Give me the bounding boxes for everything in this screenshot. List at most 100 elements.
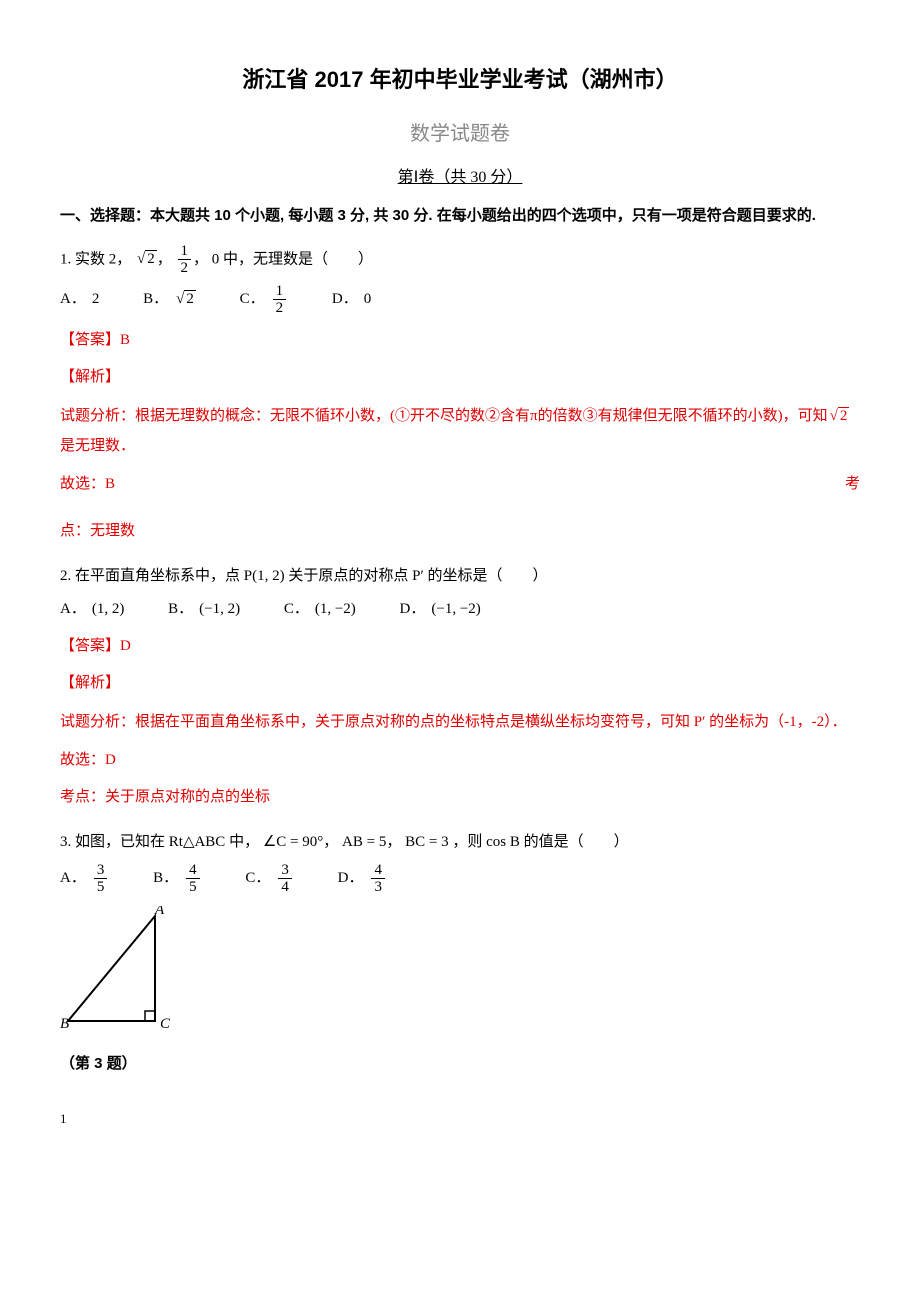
q3-figure: A B C （第 3 题） <box>60 906 860 1077</box>
q1-option-d: D．0 <box>332 286 371 313</box>
q3-options: A．35 B．45 C．34 D．43 <box>60 862 860 896</box>
q2-optB-val: (−1, 2) <box>199 601 240 617</box>
q1-sqrt: 2 <box>135 246 157 273</box>
q1-optB-sqrt: 2 <box>174 286 196 313</box>
vertex-c-label: C <box>160 1016 170 1032</box>
q1-sqrt-val: 2 <box>145 250 157 267</box>
q1-analysis-suffix: 是无理数． <box>60 438 135 454</box>
q3-stem-prefix: 如图，已知在 <box>75 834 165 850</box>
q2-optA-label: A． <box>60 601 86 617</box>
exam-subtitle: 数学试题卷 <box>60 116 860 152</box>
q3-option-d: D． 43 <box>338 862 387 896</box>
q1-frac-num: 1 <box>178 243 192 261</box>
q3-optC-frac: 34 <box>278 862 292 896</box>
q1-number: 1. <box>60 251 71 267</box>
q2-stem: 2. 在平面直角坐标系中，点 P(1, 2) 关于原点的对称点 P′ 的坐标是（… <box>60 563 860 590</box>
q2-option-d: D． (−1, −2) <box>400 596 481 623</box>
q2-conclusion: 故选：D <box>60 747 860 774</box>
q3-optD-den: 3 <box>371 879 385 896</box>
q1-optD-label: D． <box>332 291 358 307</box>
q2-optA-val: (1, 2) <box>92 601 125 617</box>
q3-number: 3. <box>60 834 71 850</box>
q1-optA-label: A． <box>60 291 86 307</box>
section-title: 第Ⅰ卷（共 30 分） <box>60 164 860 193</box>
q2-point-p: P(1, 2) <box>244 568 285 584</box>
q2-optB-label: B． <box>168 601 193 617</box>
q3-cos: cos B <box>486 834 520 850</box>
q1-stem-suffix: 中，无理数是（ ） <box>223 251 373 267</box>
q1-option-c: C． 12 <box>240 283 289 317</box>
q3-sep2: ， <box>386 834 401 850</box>
q1-analysis-sqrt-val: 2 <box>838 407 850 424</box>
q3-option-c: C． 34 <box>245 862 294 896</box>
q3-optA-den: 5 <box>94 879 108 896</box>
q2-optD-label: D． <box>400 601 426 617</box>
q1-optB-label: B． <box>143 291 168 307</box>
q1-option-b: B． 2 <box>143 286 196 313</box>
q1-topic: 点：无理数 <box>60 518 860 545</box>
question-1: 1. 实数 2， 2， 12， 0 中，无理数是（ ） A．2 B．2 C．12… <box>60 243 860 545</box>
q1-answer: 【答案】B <box>60 327 860 354</box>
q3-ab: AB = 5 <box>342 834 386 850</box>
q3-stem-suffix: 的值是（ ） <box>524 834 629 850</box>
q3-option-a: A． 35 <box>60 862 109 896</box>
q1-conclusion-text: 故选：B <box>60 476 115 492</box>
q2-topic: 考点：关于原点对称的点的坐标 <box>60 784 860 811</box>
q3-optA-frac: 35 <box>94 862 108 896</box>
q1-optB-sqrt-val: 2 <box>184 290 196 307</box>
q2-options: A． (1, 2) B． (−1, 2) C． (1, −2) D． (−1, −2) <box>60 596 860 623</box>
q2-option-b: B． (−1, 2) <box>168 596 240 623</box>
q2-optD-val: (−1, −2) <box>431 601 480 617</box>
page-number: 1 <box>60 1107 860 1130</box>
q3-sep1: ， <box>323 834 338 850</box>
q1-options: A． 2 B． 2 C． 12 D．0 <box>60 283 860 317</box>
vertex-a-label: A <box>154 906 165 918</box>
q1-analysis-sqrt: 2 <box>828 401 850 431</box>
q1-frac-den: 2 <box>178 260 192 277</box>
q3-optB-den: 5 <box>186 879 200 896</box>
q2-optC-label: C． <box>284 601 309 617</box>
q3-optC-label: C． <box>245 870 270 886</box>
q1-option-a: A． 2 <box>60 286 99 313</box>
exam-title: 浙江省 2017 年初中毕业学业考试（湖州市） <box>60 60 860 100</box>
q1-optC-frac: 12 <box>273 283 287 317</box>
q1-float-word: 考 <box>845 471 860 498</box>
q3-optB-frac: 45 <box>186 862 200 896</box>
q3-stem-mid1: 中， <box>229 834 259 850</box>
q1-sep2: ， <box>157 251 172 267</box>
q1-frac: 12 <box>178 243 192 277</box>
question-3: 3. 如图，已知在 Rt△ABC 中， ∠C = 90°， AB = 5， BC… <box>60 829 860 1077</box>
q1-sep1: ， <box>116 251 131 267</box>
vertex-b-label: B <box>60 1016 69 1032</box>
q3-optD-label: D． <box>338 870 364 886</box>
q2-answer: 【答案】D <box>60 633 860 660</box>
q2-stem-prefix: 在平面直角坐标系中，点 <box>75 568 240 584</box>
q2-option-a: A． (1, 2) <box>60 596 124 623</box>
triangle-figure: A B C <box>60 906 170 1036</box>
q1-analysis: 试题分析：根据无理数的概念：无限不循环小数，(①开不尽的数②含有π的倍数③有规律… <box>60 401 860 461</box>
q3-stem-mid2: ，则 <box>452 834 482 850</box>
q3-rt: Rt△ABC <box>169 834 226 850</box>
q1-val4: 0 <box>212 251 220 267</box>
q3-option-b: B． 45 <box>153 862 202 896</box>
q2-optC-val: (1, −2) <box>315 601 356 617</box>
q3-optB-num: 4 <box>186 862 200 880</box>
q3-optC-den: 4 <box>278 879 292 896</box>
q2-option-c: C． (1, −2) <box>284 596 356 623</box>
q3-optB-label: B． <box>153 870 178 886</box>
q1-optC-num: 1 <box>273 283 287 301</box>
q2-stem-suffix: 的坐标是（ ） <box>428 568 548 584</box>
q3-angle: ∠C = 90° <box>263 834 323 850</box>
q3-figure-caption: （第 3 题） <box>60 1050 860 1077</box>
q3-optA-num: 3 <box>94 862 108 880</box>
q3-optD-num: 4 <box>371 862 385 880</box>
q3-bc: BC = 3 <box>405 834 448 850</box>
q3-optA-label: A． <box>60 870 86 886</box>
q3-optD-frac: 43 <box>371 862 385 896</box>
q1-optA-val: 2 <box>92 291 100 307</box>
q1-sep3: ， <box>193 251 208 267</box>
q1-optC-label: C． <box>240 291 265 307</box>
q2-stem-mid: 关于原点的对称点 <box>288 568 408 584</box>
q1-stem-prefix: 实数 <box>75 251 105 267</box>
q1-stem: 1. 实数 2， 2， 12， 0 中，无理数是（ ） <box>60 243 860 277</box>
